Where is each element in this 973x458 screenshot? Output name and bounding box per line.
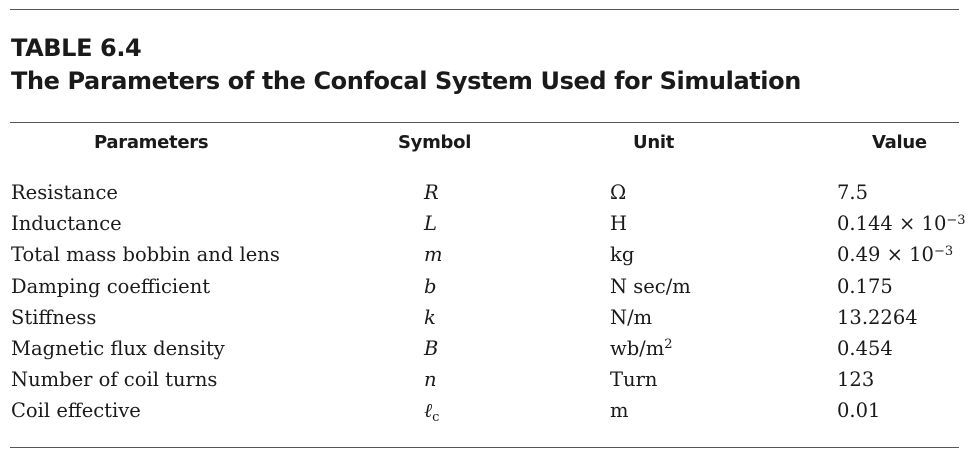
column-header-unit: Unit: [633, 132, 675, 153]
table-row: Magnetic flux density B wb/m2 0.454: [0, 333, 973, 364]
unit-cell: N/m: [610, 305, 653, 329]
table-body: Resistance R Ω 7.5 Inductance L H 0.144 …: [0, 177, 973, 427]
table-row: Inductance L H 0.144 × 10−3: [0, 208, 973, 239]
symbol-cell: R: [424, 181, 439, 204]
table-bottom-rule: [10, 447, 959, 448]
parameter-cell: Magnetic flux density: [11, 336, 225, 360]
symbol-cell: n: [424, 368, 437, 392]
parameter-cell: Resistance: [11, 181, 118, 204]
value-cell: 0.144 × 10−3: [837, 212, 966, 236]
parameter-cell: Inductance: [11, 212, 122, 236]
table-row: Damping coefficient b N sec/m 0.175: [0, 271, 973, 302]
table-row: Total mass bobbin and lens m kg 0.49 × 1…: [0, 239, 973, 270]
table-title: The Parameters of the Confocal System Us…: [11, 67, 801, 95]
parameter-cell: Number of coil turns: [11, 368, 218, 392]
symbol-cell: k: [424, 305, 436, 329]
unit-cell: Turn: [610, 368, 658, 392]
parameter-cell: Coil effective: [11, 399, 141, 423]
value-cell: 0.454: [837, 336, 893, 360]
symbol-cell: b: [424, 274, 437, 298]
table-row: Stiffness k N/m 13.2264: [0, 302, 973, 333]
symbol-cell: B: [424, 336, 439, 360]
column-header-symbol: Symbol: [398, 132, 472, 153]
unit-cell: wb/m2: [610, 336, 673, 360]
table-top-rule: [10, 9, 959, 10]
column-header-value: Value: [872, 132, 927, 153]
unit-cell: m: [610, 399, 629, 423]
unit-cell: Ω: [610, 181, 627, 204]
column-header-parameters: Parameters: [94, 132, 209, 153]
parameter-cell: Stiffness: [11, 305, 97, 329]
value-cell: 0.49 × 10−3: [837, 243, 954, 267]
table-row: Coil effective ℓc m 0.01: [0, 395, 973, 426]
symbol-cell: ℓc: [424, 399, 440, 426]
table-row: Number of coil turns n Turn 123: [0, 364, 973, 395]
value-cell: 0.01: [837, 399, 881, 423]
table-label: TABLE 6.4: [11, 34, 142, 62]
unit-cell: H: [610, 212, 628, 236]
parameter-cell: Damping coefficient: [11, 274, 211, 298]
unit-cell: N sec/m: [610, 274, 691, 298]
symbol-cell: L: [424, 212, 437, 236]
value-cell: 7.5: [837, 181, 869, 204]
symbol-cell: m: [424, 243, 443, 267]
unit-cell: kg: [610, 243, 635, 267]
value-cell: 123: [837, 368, 875, 392]
value-cell: 13.2264: [837, 305, 918, 329]
table-header-rule: [10, 122, 959, 123]
parameter-cell: Total mass bobbin and lens: [11, 243, 280, 267]
table-caption: TABLE 6.4 The Parameters of the Confocal…: [11, 32, 801, 98]
value-cell: 0.175: [837, 274, 893, 298]
table-row: Resistance R Ω 7.5: [0, 177, 973, 208]
